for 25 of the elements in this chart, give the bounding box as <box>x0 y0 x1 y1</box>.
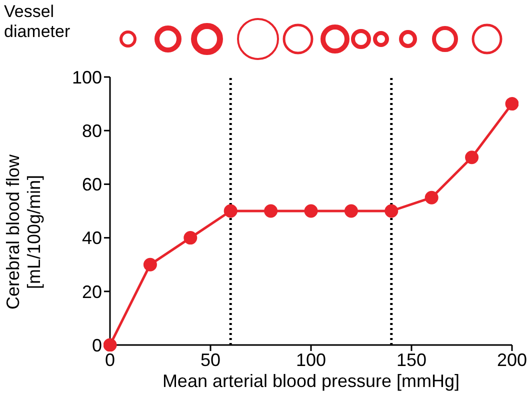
y-tick-label: 60 <box>82 174 102 195</box>
point <box>384 204 398 218</box>
x-tick-label: 0 <box>104 350 116 370</box>
y-tick-label: 0 <box>92 335 102 356</box>
y-tick-label: 40 <box>82 228 102 248</box>
point <box>264 204 278 218</box>
point <box>344 204 358 218</box>
point <box>224 204 238 218</box>
point <box>104 338 117 352</box>
point <box>505 97 518 111</box>
y-axis-title: Cerebral blood flow [mL/100g/min] <box>3 154 44 310</box>
x-axis-title: Mean arterial blood pressure [mmHg] <box>162 371 460 391</box>
point <box>184 231 198 245</box>
point <box>465 150 479 164</box>
x-tick-label: 100 <box>296 350 326 370</box>
point <box>143 258 157 272</box>
x-tick-label: 200 <box>496 350 528 370</box>
y-tick-label: 20 <box>82 282 102 302</box>
point <box>304 204 318 218</box>
point <box>424 190 438 204</box>
x-tick-label: 150 <box>396 350 427 370</box>
y-tick-label: 80 <box>82 120 102 141</box>
x-tick-label: 50 <box>200 350 221 370</box>
text: Vessel diameter <box>4 2 72 42</box>
y-tick-label: 100 <box>72 67 102 88</box>
